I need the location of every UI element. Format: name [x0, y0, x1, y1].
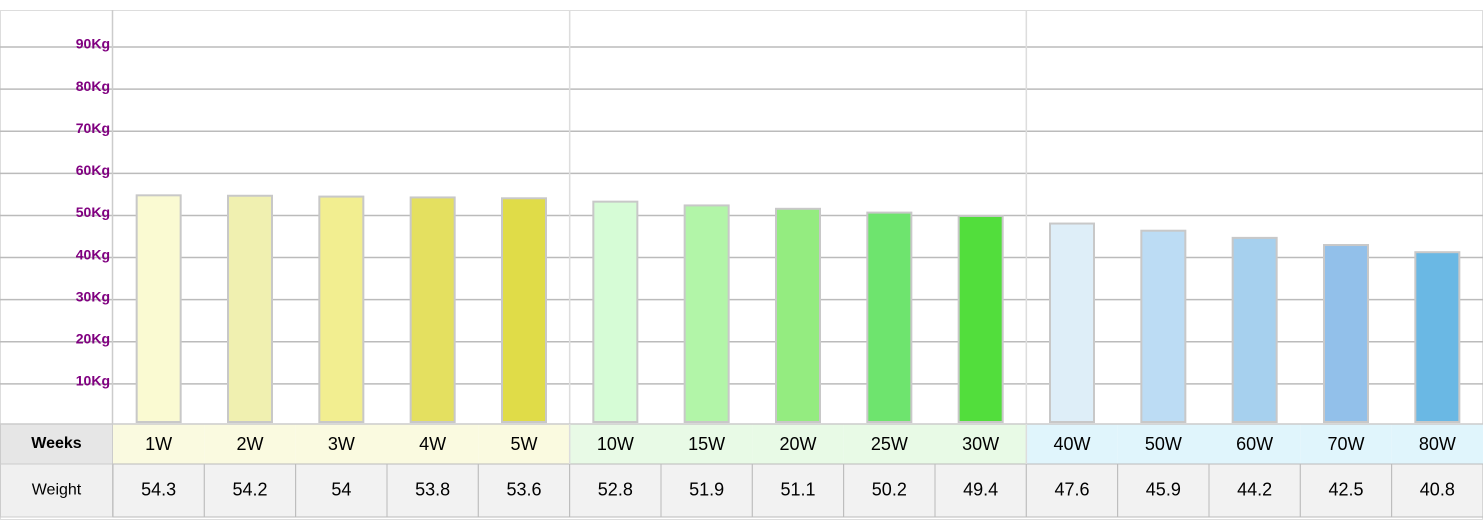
bar	[1323, 244, 1369, 423]
value-label: 51.1	[780, 479, 815, 499]
bar	[501, 197, 547, 423]
value-label: 54.2	[232, 479, 267, 499]
value-label: 54	[331, 479, 351, 499]
header-cell	[1117, 424, 1209, 464]
x-tick-label: 10W	[597, 434, 634, 454]
x-tick-label: 4W	[419, 434, 446, 454]
value-cell	[934, 463, 1027, 518]
x-tick-label: 25W	[871, 434, 908, 454]
x-tick-label: 3W	[328, 434, 355, 454]
value-cell	[295, 463, 388, 518]
bar	[866, 211, 913, 423]
value-cell	[751, 463, 845, 518]
value-label: 54.3	[141, 479, 176, 499]
bar	[227, 194, 273, 423]
header-cell	[569, 424, 661, 464]
header-cell	[295, 424, 387, 464]
bar	[135, 194, 182, 423]
y-tick-label: 80Kg	[76, 78, 110, 94]
x-tick-label: 15W	[688, 434, 725, 454]
header-cell	[935, 424, 1027, 464]
header-cell	[387, 424, 479, 464]
header-cell	[1300, 424, 1392, 464]
y-tick-label: 30Kg	[76, 288, 110, 304]
bar	[683, 204, 730, 423]
header-cell	[1209, 424, 1301, 464]
value-cell	[112, 463, 205, 518]
row-header-cell	[0, 463, 113, 518]
value-label: 44.2	[1237, 479, 1272, 499]
x-tick-label: 40W	[1053, 434, 1090, 454]
value-label: 49.4	[963, 479, 998, 499]
header-cell	[478, 424, 570, 464]
bar	[775, 207, 821, 423]
y-tick-label: 40Kg	[76, 246, 110, 262]
bar	[957, 214, 1004, 423]
header-cell	[1026, 424, 1118, 464]
value-cell	[660, 463, 753, 518]
header-cell	[661, 424, 753, 464]
x-tick-label: 50W	[1145, 434, 1182, 454]
value-label: 45.9	[1146, 479, 1181, 499]
bar	[1140, 229, 1187, 423]
value-cell	[386, 463, 479, 518]
header-cell	[752, 424, 844, 464]
bar	[592, 200, 639, 423]
bar	[1231, 236, 1278, 423]
bar	[318, 195, 365, 423]
x-tick-label: 5W	[511, 434, 538, 454]
x-tick-label: 2W	[237, 434, 264, 454]
bar	[1414, 251, 1461, 423]
x-tick-label: 30W	[962, 434, 999, 454]
value-cell	[843, 463, 936, 518]
value-label: 53.8	[415, 479, 450, 499]
value-cell	[1117, 463, 1210, 518]
row-header: Weight	[32, 482, 82, 499]
x-tick-label: 70W	[1327, 434, 1364, 454]
bar	[409, 196, 456, 423]
header-cell	[1391, 424, 1483, 464]
y-tick-label: 20Kg	[76, 330, 110, 346]
y-tick-label: 70Kg	[76, 120, 110, 136]
value-cell	[1391, 463, 1483, 518]
value-label: 50.2	[872, 479, 907, 499]
header-cell	[113, 424, 205, 464]
header-cell	[843, 424, 935, 464]
y-tick-label: 90Kg	[76, 36, 110, 52]
header-cell	[204, 424, 296, 464]
value-label: 53.6	[506, 479, 541, 499]
x-tick-label: 60W	[1236, 434, 1273, 454]
value-cell	[1025, 463, 1119, 518]
value-label: 42.5	[1328, 479, 1363, 499]
y-tick-label: 10Kg	[76, 373, 110, 389]
value-label: 51.9	[689, 479, 724, 499]
row-header: Weeks	[31, 435, 82, 452]
value-cell	[477, 463, 571, 518]
bar	[1049, 222, 1095, 423]
x-tick-label: 20W	[779, 434, 816, 454]
value-label: 40.8	[1420, 479, 1455, 499]
value-label: 47.6	[1054, 479, 1089, 499]
x-tick-label: 80W	[1419, 434, 1456, 454]
x-tick-label: 1W	[145, 434, 172, 454]
y-tick-label: 60Kg	[76, 162, 110, 178]
y-tick-label: 50Kg	[76, 204, 110, 220]
value-label: 52.8	[598, 479, 633, 499]
